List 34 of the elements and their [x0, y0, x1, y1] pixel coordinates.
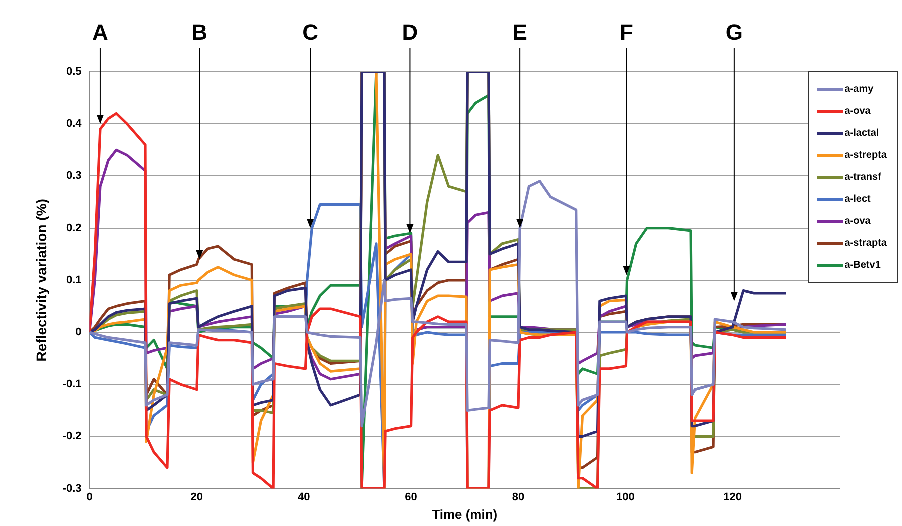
x-tick-label: 40	[298, 491, 310, 504]
y-tick-label: 0	[76, 326, 82, 339]
y-tick-label: 0.3	[66, 170, 82, 182]
x-tick-label: 80	[512, 491, 525, 504]
legend-label: a-amy	[844, 84, 874, 94]
legend-label: a-ova	[844, 106, 871, 116]
annotation: C	[302, 20, 319, 46]
legend-label: a-lactal	[844, 128, 880, 138]
y-tick-label: -0.3	[62, 482, 82, 495]
x-tick-label: 0	[86, 491, 93, 504]
annotation: G	[726, 20, 743, 46]
legend-label: a-ova	[844, 216, 871, 226]
annotation: B	[192, 20, 208, 46]
x-tick-label: 60	[405, 491, 418, 504]
y-tick-label: 0.5	[66, 66, 82, 78]
y-tick-label: 0.4	[66, 118, 83, 130]
annotation: A	[92, 20, 109, 46]
legend-label: a-lect	[844, 194, 871, 204]
legend-label: a-Betv1	[844, 260, 881, 270]
legend-label: a-strepta	[844, 150, 887, 160]
x-axis-title: Time (min)	[432, 506, 498, 522]
legend-label: a-strapta	[844, 238, 887, 248]
y-axis-title: Reflectivity variation (%)	[33, 199, 50, 362]
annotation: E	[512, 20, 528, 46]
x-tick-label: 120	[724, 491, 742, 504]
legend-label: a-transf	[844, 172, 882, 182]
x-tick-label: 100	[616, 491, 635, 504]
y-tick-label: -0.1	[62, 378, 82, 391]
y-tick-label: 0.1	[66, 274, 82, 286]
y-tick-label: 0.2	[66, 222, 82, 234]
annotation: F	[620, 20, 634, 46]
annotation: D	[402, 20, 418, 46]
y-tick-label: -0.2	[62, 430, 82, 443]
x-tick-label: 20	[190, 491, 204, 504]
